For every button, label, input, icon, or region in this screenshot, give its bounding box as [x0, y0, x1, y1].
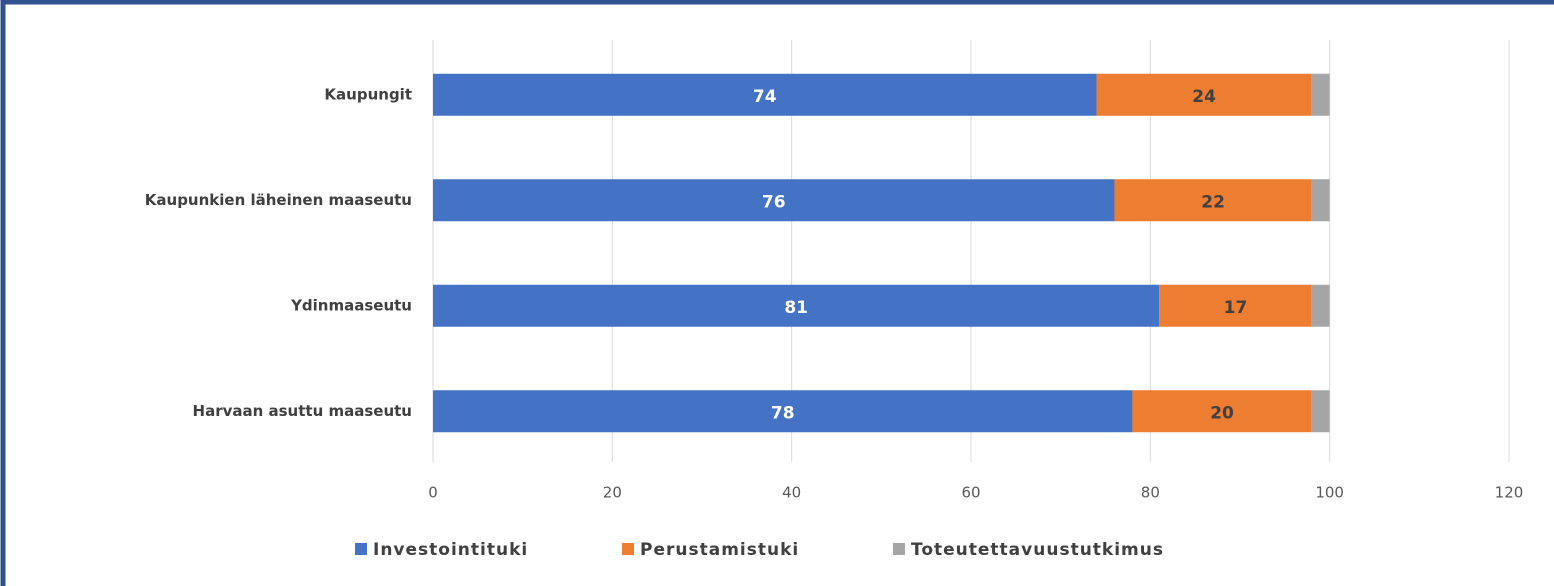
data-label: 20	[1210, 403, 1234, 423]
x-tick-label: 80	[1141, 484, 1160, 502]
bar-segment	[1311, 73, 1330, 116]
data-label: 24	[1192, 87, 1216, 107]
bar-segment	[433, 179, 1115, 222]
x-tick-label: 120	[1495, 484, 1524, 502]
bar-segment	[433, 390, 1133, 433]
x-tick-label: 20	[603, 484, 622, 502]
x-tick-label: 60	[961, 484, 980, 502]
data-label: 81	[784, 298, 808, 318]
bar-segment	[1096, 73, 1312, 116]
y-tick-label: Kaupungit	[324, 85, 412, 103]
legend-label: Investointituki	[373, 540, 528, 560]
data-label: 78	[771, 403, 795, 423]
bar-segment	[433, 284, 1160, 327]
data-label: 17	[1224, 298, 1248, 318]
bar-segment	[1311, 390, 1330, 433]
y-tick-label: Ydinmaaseutu	[290, 296, 412, 314]
legend-swatch	[355, 543, 367, 555]
data-label: 22	[1201, 192, 1225, 212]
data-label: 76	[762, 192, 786, 212]
bar-segment	[1132, 390, 1312, 433]
bar-segment	[1311, 284, 1330, 327]
bar-segment	[1159, 284, 1312, 327]
x-tick-label: 40	[782, 484, 801, 502]
y-tick-label: Harvaan asuttu maaseutu	[193, 402, 412, 420]
legend-swatch	[893, 543, 905, 555]
legend-label: Toteutettavuustutkimus	[911, 540, 1164, 560]
legend-label: Perustamistuki	[640, 540, 799, 560]
x-tick-label: 100	[1315, 484, 1344, 502]
bar-segment	[1311, 179, 1330, 222]
y-tick-label: Kaupunkien läheinen maaseutu	[145, 191, 412, 209]
bar-segment	[1114, 179, 1312, 222]
legend-swatch	[622, 543, 634, 555]
data-label: 74	[753, 87, 777, 107]
x-tick-label: 0	[428, 484, 438, 502]
bar-segment	[433, 73, 1097, 116]
